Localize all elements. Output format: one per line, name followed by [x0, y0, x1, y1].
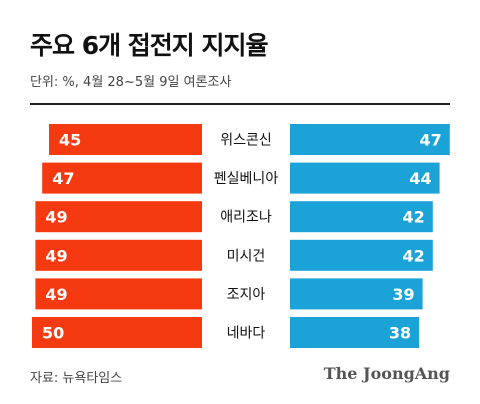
- left-value-label: 47: [52, 169, 74, 188]
- title-divider: [30, 103, 450, 105]
- chart-title: 주요 6개 접전지 지지율: [30, 31, 269, 60]
- right-value-label: 47: [420, 131, 442, 150]
- right-bar: [290, 317, 420, 348]
- category-label: 위스콘신: [220, 133, 272, 149]
- left-bar: [42, 162, 203, 194]
- left-value-label: 50: [42, 324, 64, 343]
- category-label: 애리조나: [220, 210, 272, 226]
- left-value-label: 49: [45, 246, 67, 265]
- source-note: 자료: 뉴욕타임스: [30, 371, 123, 386]
- category-label: 조지아: [227, 287, 266, 303]
- right-bar: [290, 278, 423, 310]
- right-value-label: 44: [409, 169, 431, 188]
- left-value-label: 49: [45, 285, 67, 304]
- right-value-label: 42: [403, 208, 425, 227]
- right-bar: [290, 239, 433, 271]
- publisher-logo: The JoongAng: [323, 364, 450, 383]
- left-value-label: 49: [45, 208, 67, 227]
- right-bar: [290, 162, 440, 194]
- category-label: 네바다: [227, 326, 266, 342]
- left-bar: [49, 124, 202, 155]
- category-label: 펜실베니아: [214, 171, 279, 187]
- category-label: 미시건: [227, 248, 266, 264]
- left-bar: [35, 239, 203, 271]
- left-value-label: 45: [59, 131, 81, 150]
- chart-subtitle: 단위: %, 4월 28~5월 9일 여론조사: [30, 75, 232, 90]
- right-value-label: 38: [389, 324, 411, 343]
- left-bar: [35, 201, 203, 233]
- left-bar: [32, 317, 202, 348]
- right-value-label: 42: [403, 246, 425, 265]
- right-value-label: 39: [392, 285, 414, 304]
- left-bar: [35, 278, 203, 310]
- right-bar: [290, 124, 450, 155]
- right-bar: [290, 201, 433, 233]
